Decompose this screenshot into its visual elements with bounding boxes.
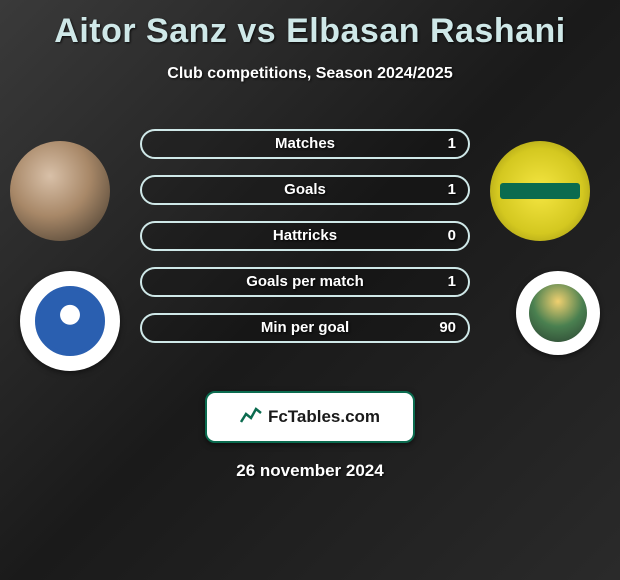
branding-pill[interactable]: FcTables.com — [205, 391, 415, 443]
line-chart-icon — [240, 406, 262, 429]
stat-row-matches: Matches 1 — [140, 129, 470, 159]
player-left-avatar — [10, 141, 110, 241]
stat-label: Min per goal — [142, 315, 468, 341]
club-right-crest-icon — [529, 284, 588, 343]
player-right-avatar — [490, 141, 590, 241]
generated-date: 26 november 2024 — [0, 461, 620, 481]
stat-label: Goals — [142, 177, 468, 203]
stat-right-value: 1 — [448, 131, 456, 157]
stat-label: Matches — [142, 131, 468, 157]
stat-right-value: 0 — [448, 223, 456, 249]
page-title: Aitor Sanz vs Elbasan Rashani — [0, 12, 620, 51]
stat-right-value: 1 — [448, 177, 456, 203]
stats-area: Matches 1 Goals 1 Hattricks 0 Goals per … — [0, 111, 620, 371]
stat-right-value: 90 — [439, 315, 456, 341]
stat-row-goals: Goals 1 — [140, 175, 470, 205]
club-right-badge — [516, 271, 600, 355]
page-subtitle: Club competitions, Season 2024/2025 — [0, 65, 620, 83]
stat-rows: Matches 1 Goals 1 Hattricks 0 Goals per … — [140, 129, 470, 359]
club-left-crest-icon — [35, 286, 105, 356]
chart-svg — [240, 406, 262, 424]
stat-right-value: 1 — [448, 269, 456, 295]
stat-label: Goals per match — [142, 269, 468, 295]
stat-label: Hattricks — [142, 223, 468, 249]
branding-text: FcTables.com — [268, 407, 380, 427]
stat-row-min-per-goal: Min per goal 90 — [140, 313, 470, 343]
comparison-card: Aitor Sanz vs Elbasan Rashani Club compe… — [0, 0, 620, 489]
stat-row-goals-per-match: Goals per match 1 — [140, 267, 470, 297]
stat-row-hattricks: Hattricks 0 — [140, 221, 470, 251]
club-left-badge — [20, 271, 120, 371]
